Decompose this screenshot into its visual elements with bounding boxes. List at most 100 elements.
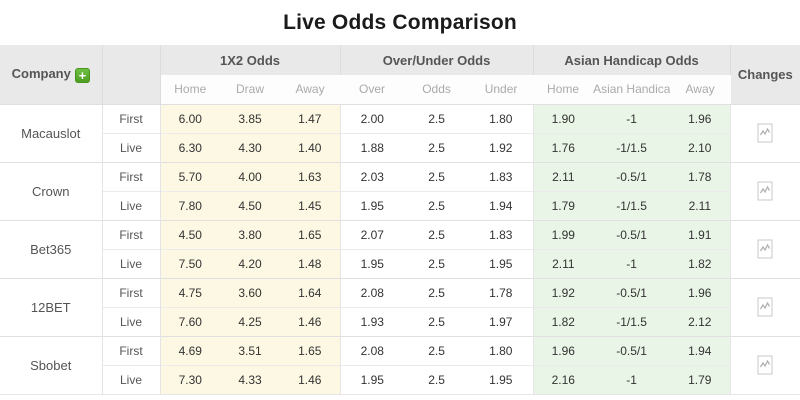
odds-cell-ou-over: 2.07	[339, 219, 405, 249]
odds-cell-1x2-draw: 4.20	[220, 248, 280, 278]
odds-table: Company + 1X2 Odds Over/Under Odds Asian …	[0, 45, 800, 395]
odds-cell-ah-away: 1.96	[670, 103, 731, 133]
odds-cell-ou-over: 2.00	[339, 103, 405, 133]
table-row: Live 6.30 4.30 1.40 1.88 2.5 1.92 1.76 -…	[0, 132, 800, 162]
period-label: First	[102, 335, 161, 365]
odds-cell-ou-over: 1.95	[339, 364, 405, 394]
odds-cell-ou-odds: 2.5	[404, 248, 470, 278]
odds-cell-1x2-home: 4.75	[160, 277, 220, 307]
changes-header: Changes	[730, 45, 800, 104]
table-row: Live 7.80 4.50 1.45 1.95 2.5 1.94 1.79 -…	[0, 190, 800, 220]
odds-cell-ou-under: 1.92	[469, 132, 534, 162]
odds-cell-1x2-home: 7.60	[160, 306, 220, 336]
odds-cell-1x2-draw: 4.25	[220, 306, 280, 336]
odds-cell-1x2-away: 1.64	[280, 277, 341, 307]
odds-cell-1x2-away: 1.40	[280, 132, 341, 162]
odds-cell-ou-over: 1.95	[339, 190, 405, 220]
table-row: Macauslot First 6.00 3.85 1.47 2.00 2.5 …	[0, 103, 800, 162]
line-chart-icon	[757, 239, 773, 259]
odds-cell-ah-home: 1.79	[532, 190, 594, 220]
odds-cell-ou-over: 2.03	[339, 161, 405, 191]
odds-cell-ah-home: 1.90	[532, 103, 594, 133]
subheader-ah-handicap: Asian Handicap	[593, 75, 671, 104]
odds-cell-1x2-away: 1.65	[280, 219, 341, 249]
odds-cell-1x2-away: 1.46	[280, 364, 341, 394]
odds-cell-ah-home: 1.99	[532, 219, 594, 249]
changes-button[interactable]	[729, 277, 800, 336]
line-chart-icon	[757, 181, 773, 201]
table-row: Crown First 5.70 4.00 1.63 2.03 2.5 1.83…	[0, 161, 800, 220]
odds-cell-1x2-draw: 3.80	[220, 219, 280, 249]
odds-cell-ou-over: 2.08	[339, 277, 405, 307]
table-row: Live 7.50 4.20 1.48 1.95 2.5 1.95 2.11 -…	[0, 248, 800, 278]
odds-cell-ah-away: 1.94	[670, 335, 731, 365]
subheader-ou-over: Over	[340, 75, 405, 104]
period-label: Live	[102, 248, 161, 278]
odds-cell-1x2-away: 1.65	[280, 335, 341, 365]
odds-cell-ou-under: 1.80	[469, 103, 534, 133]
odds-cell-1x2-draw: 4.50	[220, 190, 280, 220]
odds-cell-ou-odds: 2.5	[404, 132, 470, 162]
odds-cell-1x2-home: 6.00	[160, 103, 220, 133]
odds-cell-ou-under: 1.97	[469, 306, 534, 336]
group-header-over-under: Over/Under Odds	[340, 45, 534, 75]
changes-button[interactable]	[729, 219, 800, 278]
subheader-1x2-draw: Draw	[220, 75, 280, 104]
odds-cell-1x2-away: 1.47	[280, 103, 341, 133]
table-row: Live 7.30 4.33 1.46 1.95 2.5 1.95 2.16 -…	[0, 364, 800, 394]
period-label: First	[102, 161, 161, 191]
odds-cell-ou-odds: 2.5	[404, 306, 470, 336]
odds-cell-1x2-draw: 4.00	[220, 161, 280, 191]
odds-cell-ah-handicap: -1/1.5	[593, 190, 671, 220]
odds-cell-ou-odds: 2.5	[404, 103, 470, 133]
odds-cell-1x2-home: 4.69	[160, 335, 220, 365]
changes-button[interactable]	[729, 103, 800, 162]
odds-cell-ah-away: 1.96	[670, 277, 731, 307]
odds-cell-ou-odds: 2.5	[404, 335, 470, 365]
table-row: Live 7.60 4.25 1.46 1.93 2.5 1.97 1.82 -…	[0, 306, 800, 336]
odds-cell-ou-under: 1.83	[469, 219, 534, 249]
odds-cell-ah-handicap: -1	[593, 248, 671, 278]
line-chart-icon	[757, 123, 773, 143]
odds-cell-ou-under: 1.94	[469, 190, 534, 220]
odds-cell-1x2-draw: 4.33	[220, 364, 280, 394]
table-row: Sbobet First 4.69 3.51 1.65 2.08 2.5 1.8…	[0, 335, 800, 394]
odds-cell-ou-under: 1.80	[469, 335, 534, 365]
changes-button[interactable]	[729, 335, 800, 394]
odds-cell-1x2-draw: 3.85	[220, 103, 280, 133]
line-chart-icon	[757, 297, 773, 317]
odds-cell-ou-over: 1.93	[339, 306, 405, 336]
company-name: Bet365	[0, 219, 103, 278]
company-header-label: Company	[11, 65, 71, 81]
odds-cell-ah-handicap: -0.5/1	[593, 277, 671, 307]
odds-cell-1x2-draw: 4.30	[220, 132, 280, 162]
company-name: Crown	[0, 161, 103, 220]
odds-cell-1x2-home: 4.50	[160, 219, 220, 249]
line-chart-icon	[757, 355, 773, 375]
period-label: Live	[102, 364, 161, 394]
odds-cell-ou-odds: 2.5	[404, 364, 470, 394]
odds-cell-1x2-away: 1.48	[280, 248, 341, 278]
odds-cell-ah-away: 1.78	[670, 161, 731, 191]
changes-button[interactable]	[729, 161, 800, 220]
odds-cell-ou-under: 1.95	[469, 364, 534, 394]
period-label: Live	[102, 132, 161, 162]
odds-cell-ou-over: 2.08	[339, 335, 405, 365]
odds-cell-ah-handicap: -1/1.5	[593, 306, 671, 336]
odds-cell-ah-handicap: -0.5/1	[593, 335, 671, 365]
subheader-ah-home: Home	[533, 75, 594, 104]
odds-cell-ah-home: 2.11	[532, 161, 594, 191]
odds-cell-ah-away: 2.12	[670, 306, 731, 336]
subheader-ah-away: Away	[670, 75, 731, 104]
plus-icon[interactable]: +	[74, 67, 90, 83]
odds-cell-ou-over: 1.95	[339, 248, 405, 278]
odds-cell-ah-away: 2.10	[670, 132, 731, 162]
odds-cell-ah-home: 1.92	[532, 277, 594, 307]
odds-cell-ah-away: 1.91	[670, 219, 731, 249]
odds-cell-1x2-home: 6.30	[160, 132, 220, 162]
table-row: 12BET First 4.75 3.60 1.64 2.08 2.5 1.78…	[0, 277, 800, 336]
odds-cell-1x2-draw: 3.60	[220, 277, 280, 307]
odds-cell-ah-home: 2.11	[532, 248, 594, 278]
odds-cell-ah-home: 2.16	[532, 364, 594, 394]
